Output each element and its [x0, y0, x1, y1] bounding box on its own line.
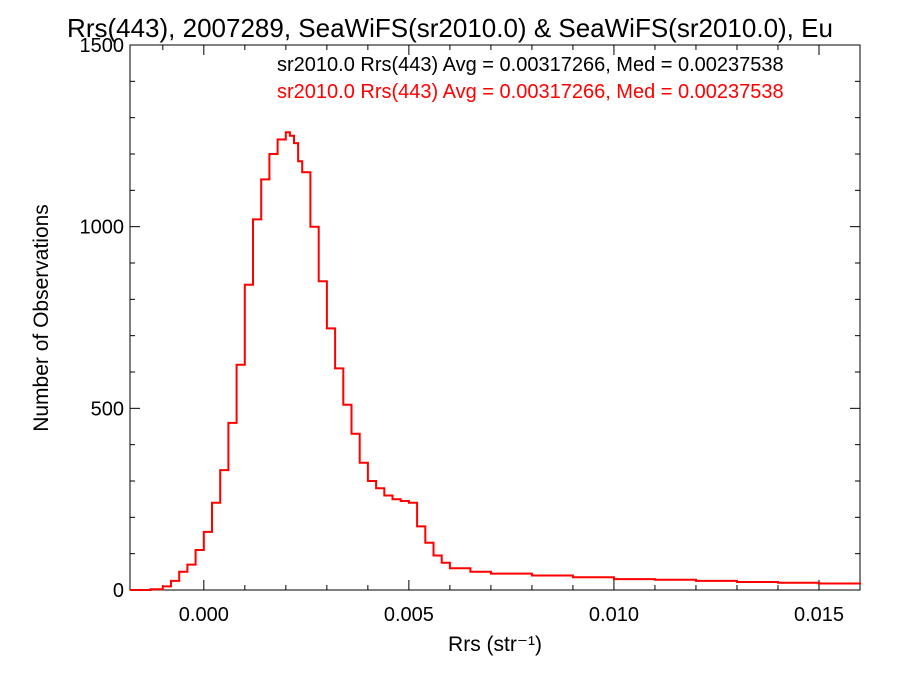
y-tick-label: 500	[91, 398, 124, 420]
x-axis-label: Rrs (str⁻¹)	[448, 633, 542, 656]
histogram-series-1	[130, 131, 861, 591]
x-tick-label: 0.015	[794, 604, 844, 626]
y-tick-label: 1000	[80, 217, 125, 239]
x-tick-label: 0.005	[384, 604, 434, 626]
y-axis-label: Number of Observations	[30, 204, 53, 432]
y-tick-label: 0	[113, 580, 124, 602]
x-tick-label: 0.010	[589, 604, 639, 626]
plot-area: 0.000 0.005 0.010 0.015 0 500 1000 1500	[80, 35, 861, 626]
chart-title: Rrs(443), 2007289, SeaWiFS(sr2010.0) & S…	[67, 13, 833, 43]
plot-frame	[129, 44, 861, 591]
y-tick-label: 1500	[80, 35, 125, 57]
legend-entry-2: sr2010.0 Rrs(443) Avg = 0.00317266, Med …	[277, 81, 784, 103]
legend-entry-1: sr2010.0 Rrs(443) Avg = 0.00317266, Med …	[277, 54, 784, 76]
x-tick-label: 0.000	[179, 604, 229, 626]
